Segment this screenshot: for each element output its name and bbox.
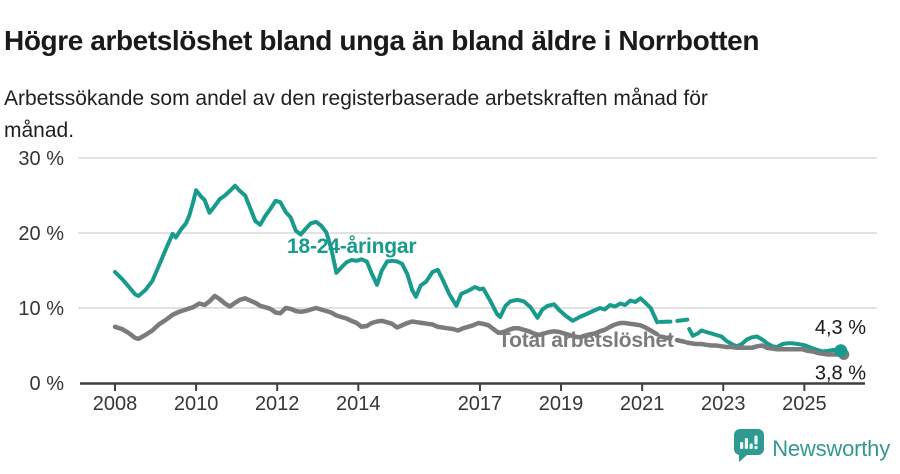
series-line-total <box>112 293 660 342</box>
end-value-label-youth: 4,3 % <box>815 317 866 339</box>
y-axis-label: 10 % <box>18 298 64 320</box>
newsworthy-bubble-chart-icon <box>734 429 765 468</box>
series-line-youth <box>687 327 843 354</box>
y-axis-label: 20 % <box>18 223 64 245</box>
x-axis-label: 2008 <box>93 393 138 415</box>
x-axis-label: 2025 <box>782 393 827 415</box>
x-axis-label: 2017 <box>458 393 503 415</box>
x-axis-label: 2021 <box>620 393 665 415</box>
y-axis-label: 0 % <box>30 373 65 395</box>
series-label-total: Total arbetslöshet <box>498 329 674 352</box>
chart-subtitle: Arbetssökande som andel av den registerb… <box>4 87 708 142</box>
series-line-youth <box>113 183 660 325</box>
x-axis-label: 2023 <box>701 393 746 415</box>
x-axis-label: 2010 <box>174 393 219 415</box>
y-axis-label: 30 % <box>18 148 64 170</box>
series-line-total <box>684 340 844 357</box>
newsworthy-brand-text: Newsworthy <box>772 435 890 461</box>
x-axis-label: 2014 <box>336 393 381 415</box>
series-label-youth: 18-24-åringar <box>287 235 416 258</box>
series-line-youth <box>658 317 690 324</box>
page-title: Högre arbetslöshet bland unga än bland ä… <box>4 24 760 56</box>
newsworthy-logo: Newsworthy <box>734 429 890 468</box>
x-axis-label: 2012 <box>255 393 300 415</box>
series-line-total <box>658 334 687 345</box>
x-axis-label: 2019 <box>539 393 584 415</box>
series-end-dot-youth <box>834 344 848 358</box>
end-value-label-total: 3,8 % <box>815 363 866 385</box>
